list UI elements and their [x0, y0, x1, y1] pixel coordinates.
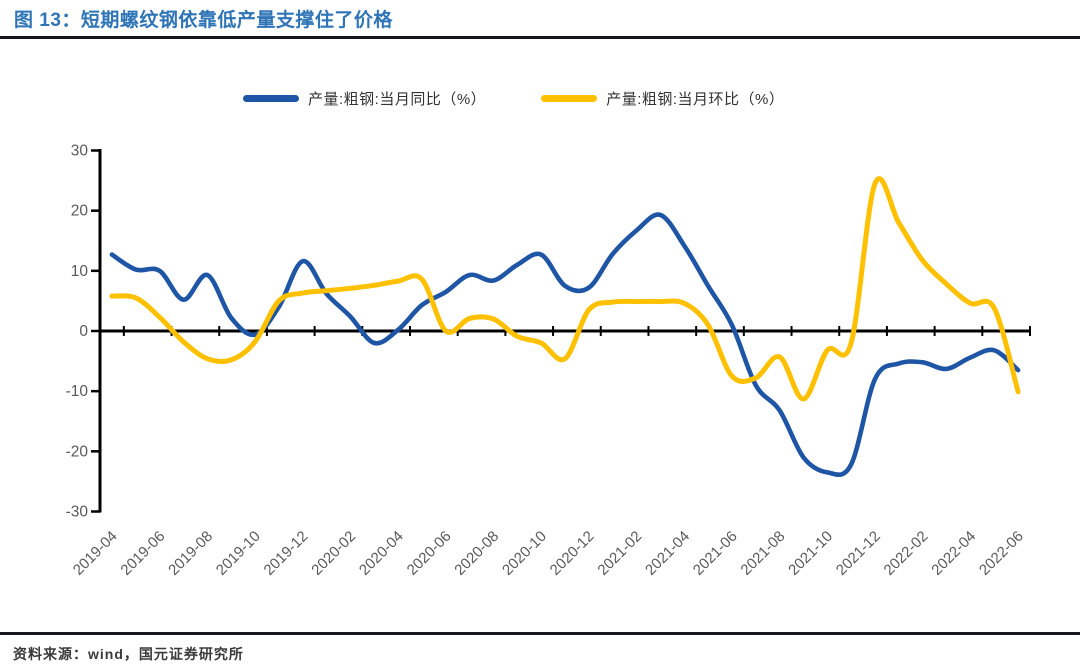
title-divider [0, 36, 1080, 39]
legend-label-mom: 产量:粗钢:当月环比（%） [606, 91, 785, 108]
x-axis-labels: 2019-042019-062019-082019-102019-122020-… [70, 528, 1027, 579]
y-tick-label: -30 [66, 504, 89, 521]
legend-label-yoy: 产量:粗钢:当月同比（%） [308, 91, 487, 108]
x-tick-label: 2019-06 [117, 528, 168, 579]
y-tick-label: 30 [71, 142, 89, 159]
footer-divider [0, 632, 1080, 635]
y-tick-label: 20 [71, 203, 89, 220]
mom-line-swatch-icon [541, 95, 598, 102]
legend-item-yoy: 产量:粗钢:当月同比（%） [243, 88, 486, 109]
x-tick-label: 2019-12 [261, 528, 312, 579]
x-tick-label: 2020-10 [499, 528, 550, 579]
x-tick-label: 2019-08 [165, 528, 216, 579]
x-tick-label: 2022-02 [881, 528, 932, 579]
x-tick-label: 2021-06 [690, 528, 741, 579]
x-axis [100, 326, 1031, 336]
x-tick-label: 2021-08 [737, 528, 788, 579]
x-tick-label: 2021-04 [642, 528, 693, 579]
mom-series-line [109, 176, 1021, 402]
figure-title: 图 13：短期螺纹钢依靠低产量支撑住了价格 [14, 10, 393, 31]
x-tick-label: 2020-02 [308, 528, 359, 579]
x-tick-label: 2021-02 [594, 528, 645, 579]
source-note: 资料来源：wind，国元证券研究所 [13, 646, 244, 662]
x-tick-label: 2022-06 [976, 528, 1027, 579]
y-tick-label: 10 [71, 263, 89, 280]
legend-item-mom: 产量:粗钢:当月环比（%） [541, 88, 784, 109]
yoy-line-swatch-icon [243, 95, 299, 102]
x-tick-label: 2020-12 [547, 528, 598, 579]
x-tick-label: 2022-04 [928, 528, 979, 579]
chart-legend: 产量:粗钢:当月同比（%） 产量:粗钢:当月环比（%） [243, 88, 784, 109]
yoy-series-line [109, 212, 1021, 478]
y-axis: 30 20 10 0 -10 -20 -30 [66, 142, 102, 521]
x-tick-label: 2019-04 [70, 528, 121, 579]
x-tick-label: 2019-10 [213, 528, 264, 579]
x-tick-label: 2021-10 [785, 528, 836, 579]
x-tick-label: 2020-04 [356, 528, 407, 579]
y-tick-label: -10 [66, 383, 89, 400]
y-tick-label: -20 [66, 443, 89, 460]
x-tick-label: 2020-08 [451, 528, 502, 579]
x-tick-label: 2020-06 [404, 528, 455, 579]
x-tick-label: 2021-12 [833, 528, 884, 579]
y-tick-label: 0 [79, 323, 88, 340]
